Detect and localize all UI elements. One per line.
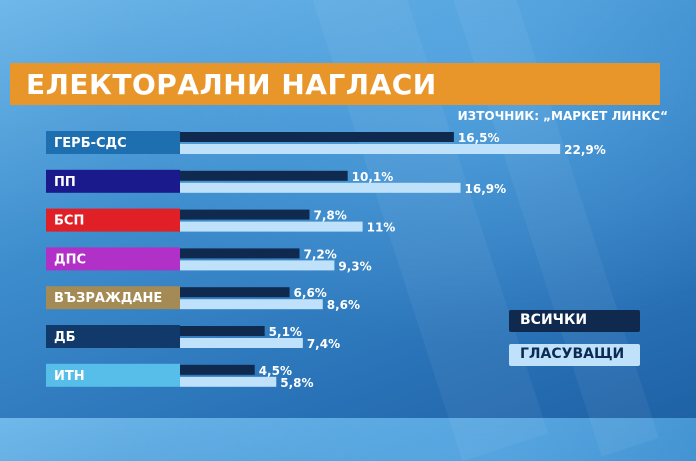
- bar-voters-row-7: [180, 376, 277, 387]
- bar-all-row-1: [180, 132, 454, 142]
- party-label-box-row-3: [46, 208, 180, 232]
- party-label-row-3: БСП: [54, 214, 84, 229]
- bar-voters-row-5: [180, 299, 323, 310]
- party-label-row-7: ИТН: [54, 369, 85, 384]
- bar-voters-row-2: [180, 182, 461, 193]
- value-label-voters-row-4: 9,3%: [338, 259, 371, 273]
- value-label-voters-row-3: 11%: [367, 221, 396, 235]
- bar-all-row-6: [180, 326, 265, 336]
- bar-all-row-3: [180, 209, 310, 220]
- value-label-voters-row-1: 22,9%: [564, 143, 606, 157]
- party-label-row-4: ДПС: [54, 252, 86, 267]
- value-label-all-row-2: 10,1%: [352, 170, 394, 184]
- bar-all-row-2: [180, 170, 348, 181]
- value-label-all-row-1: 16,5%: [458, 131, 500, 145]
- value-label-voters-row-6: 7,4%: [307, 337, 340, 351]
- chart-title: ЕЛЕКТОРАЛНИ НАГЛАСИ: [26, 68, 437, 101]
- party-label-box-row-6: [46, 325, 180, 348]
- party-label-row-2: ПП: [54, 175, 76, 190]
- party-label-box-row-5: [46, 286, 180, 310]
- party-label-row-5: ВЪЗРАЖДАНЕ: [54, 291, 162, 306]
- value-label-all-row-4: 7,2%: [304, 247, 337, 261]
- legend-swatch-voters: [509, 344, 640, 366]
- bar-voters-row-4: [180, 260, 335, 271]
- bar-all-row-5: [180, 287, 290, 298]
- bar-chart: ГЕРБ-СДС 16,5% 22,9% ПП 10,1% 16,9% БСП 7,8% 11%…: [46, 131, 606, 390]
- value-label-all-row-5: 6,6%: [294, 286, 327, 300]
- party-label-box-row-1: [46, 131, 180, 154]
- title-banner: [10, 63, 660, 105]
- value-label-voters-row-5: 8,6%: [327, 298, 360, 312]
- value-label-all-row-7: 4,5%: [259, 364, 292, 378]
- party-label-row-6: ДБ: [54, 330, 76, 345]
- value-label-all-row-3: 7,8%: [313, 209, 346, 223]
- legend-label-all: ВСИЧКИ: [520, 312, 588, 328]
- bar-all-row-7: [180, 364, 255, 375]
- legend-swatch-all: [509, 310, 640, 332]
- value-label-all-row-6: 5,1%: [269, 325, 302, 339]
- legend-label-voters: ГЛАСУВАЩИ: [520, 346, 625, 362]
- bar-voters-row-1: [180, 144, 561, 154]
- bar-voters-row-3: [180, 221, 363, 232]
- source-note: ИЗТОЧНИК: „МАРКЕТ ЛИНКС“: [457, 109, 668, 123]
- party-label-box-row-4: [46, 247, 180, 271]
- party-label-box-row-7: [46, 363, 180, 387]
- value-label-voters-row-2: 16,9%: [465, 182, 507, 196]
- bar-all-row-4: [180, 248, 300, 259]
- bar-voters-row-6: [180, 338, 303, 348]
- value-label-voters-row-7: 5,8%: [280, 376, 313, 390]
- party-label-row-1: ГЕРБ-СДС: [54, 136, 127, 151]
- party-label-box-row-2: [46, 169, 180, 193]
